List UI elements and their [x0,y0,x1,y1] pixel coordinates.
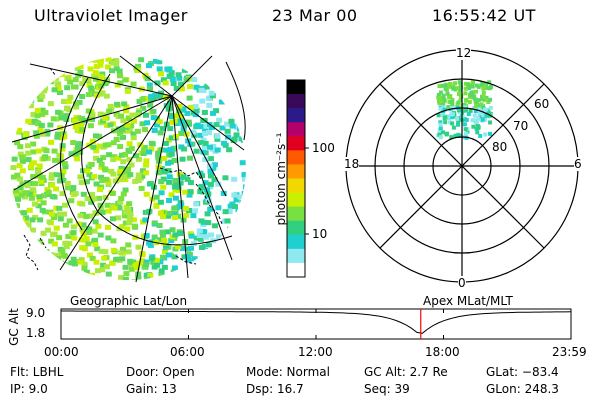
gc-alt-label: GC Alt: 2.7 Re [364,365,448,379]
colorbar-swatch [287,136,305,151]
time-label: 16:55:42 UT [432,6,536,25]
glat-label: GLat: −83.4 [486,365,559,379]
gain-label: Gain: 13 [126,382,177,396]
mlat-label-80: 80 [492,140,508,154]
mode-label: Mode: Normal [246,365,330,379]
colorbar-swatch [287,94,305,109]
timeline-x-tick-2359: 23:59 [552,345,587,359]
colorbar-swatch [287,206,305,222]
auroral-emission-field [10,56,246,280]
timeline-right-label: Apex MLat/MLT [423,294,513,308]
timeline-x-tick-1800: 18:00 [425,345,460,359]
instrument-title: Ultraviolet Imager [34,6,188,25]
colorbar-frame [286,79,306,278]
ip-label: IP: 9.0 [10,382,48,396]
colorbar-swatch [287,108,305,123]
mlt-label-18: 18 [344,157,360,171]
colorbar-swatch [287,192,305,208]
colorbar-swatch [287,80,305,95]
colorbar-swatch [287,220,305,236]
mlt-label-6: 6 [574,157,582,171]
colorbar-swatch [287,248,305,264]
colorbar-swatch [287,178,305,194]
door-label: Door: Open [126,365,195,379]
timeline-x-tick-1200: 12:00 [298,345,333,359]
timeline-left-label: Geographic Lat/Lon [70,294,188,308]
timeline-x-tick-0000: 00:00 [44,345,79,359]
colorbar-tick-10: 10 [312,227,328,241]
dsp-label: Dsp: 16.7 [246,382,304,396]
timeline-y-tick-9: 9.0 [26,306,46,320]
timeline-y-tick-1-8: 1.8 [26,326,46,340]
coastline-outlines [23,67,223,271]
mlt-label-12: 12 [456,46,472,60]
date-label: 23 Mar 00 [272,6,358,25]
geographic-grid [11,55,246,283]
glon-label: GLon: 248.3 [486,382,559,396]
colorbar-swatch [287,164,305,179]
colorbar-swatch [287,150,305,165]
filter-label: Flt: LBHL [10,365,64,379]
mlat-label-70: 70 [513,119,529,133]
altitude-curve [61,310,572,334]
colorbar-swatch [287,262,305,278]
timeline-x-tick-0600: 06:00 [170,345,205,359]
mlt-label-0: 0 [458,276,466,290]
colorbar-swatch [287,122,305,137]
colorbar-tick-100: 100 [312,141,335,155]
mlat-label-60: 60 [534,97,550,111]
seq-label: Seq: 39 [364,382,410,396]
colorbar-swatch [287,234,305,250]
